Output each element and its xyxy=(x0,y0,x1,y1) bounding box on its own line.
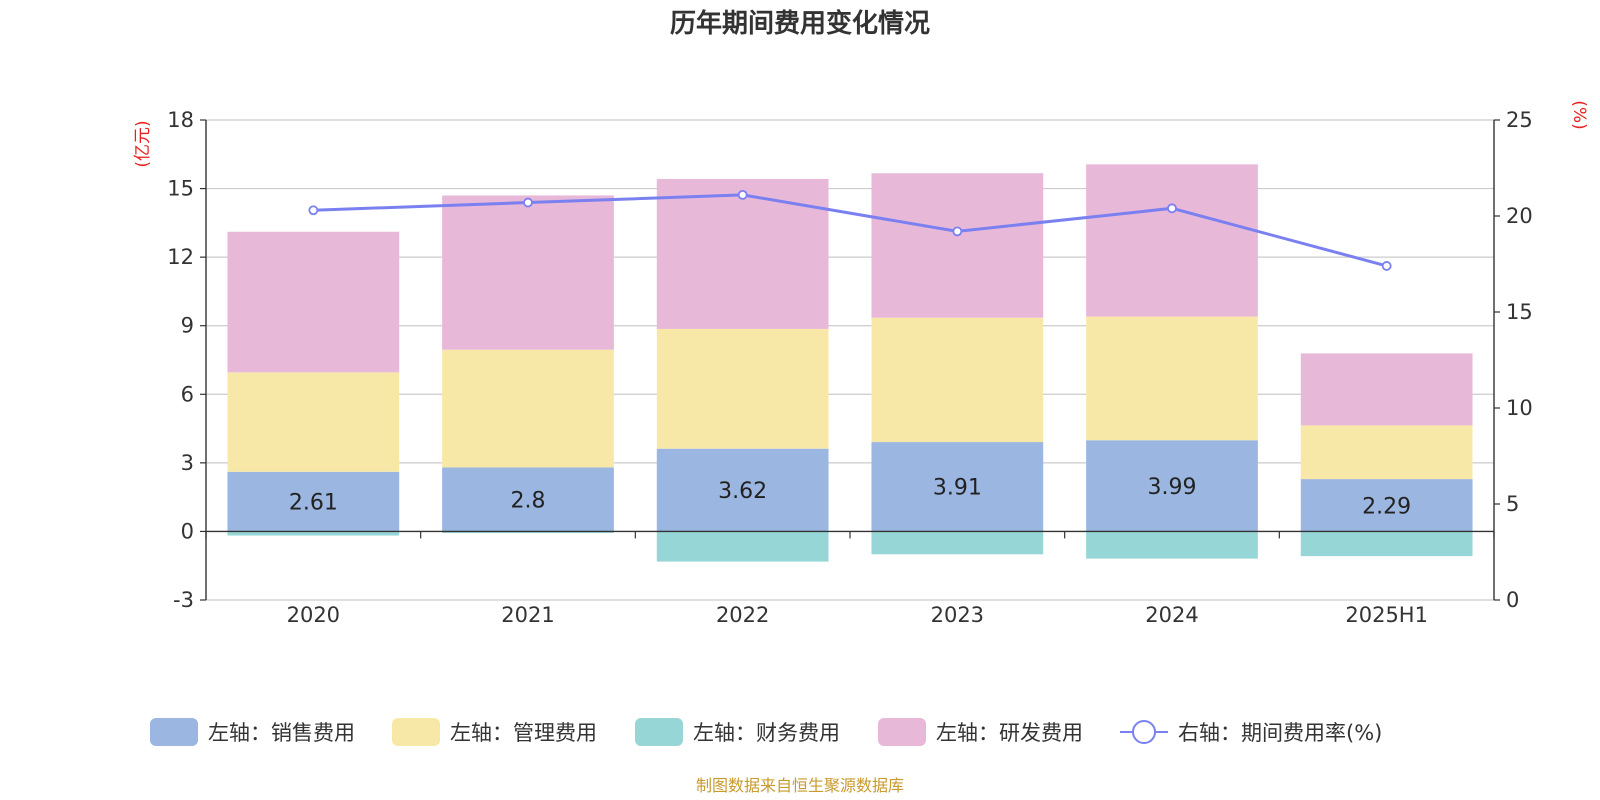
bar-cost-2 xyxy=(656,531,829,562)
bar-layer xyxy=(227,164,1473,562)
bar-cost-3 xyxy=(871,317,1044,443)
left-tick-label: 18 xyxy=(167,108,194,132)
left-tick-label: 9 xyxy=(181,314,194,338)
legend-swatch xyxy=(150,718,198,746)
bar-value-label: 2.8 xyxy=(511,488,546,513)
right-tick-label: 0 xyxy=(1506,588,1519,612)
grid-layer xyxy=(206,119,1494,601)
legend-label: 左轴：销售费用 xyxy=(208,721,355,745)
bar-cost-1 xyxy=(442,531,614,534)
category-label: 2021 xyxy=(501,603,554,627)
bar-cost-2 xyxy=(656,178,829,329)
bar-value-label: 2.61 xyxy=(289,491,338,516)
bar-cost-4 xyxy=(1086,316,1258,441)
legend-label: 左轴：研发费用 xyxy=(936,721,1083,745)
legend-swatch xyxy=(635,718,683,746)
bar-cost-1 xyxy=(442,195,614,350)
bar-cost-1 xyxy=(442,349,614,468)
line-point xyxy=(308,205,319,216)
bar-cost-4 xyxy=(1086,164,1258,317)
bar-cost-5 xyxy=(1300,353,1473,426)
bar-cost-5 xyxy=(1300,531,1473,557)
line-point xyxy=(1167,203,1177,214)
bar-cost-0 xyxy=(227,531,400,536)
left-tick-label: 6 xyxy=(181,382,194,406)
bar-cost-3 xyxy=(871,173,1044,318)
category-label: 2025H1 xyxy=(1345,603,1428,627)
legend-swatch xyxy=(1132,720,1156,744)
bar-value-label: 3.99 xyxy=(1148,475,1197,500)
category-label: 2022 xyxy=(716,603,769,627)
bar-cost-2 xyxy=(656,448,829,532)
right-tick-label: 20 xyxy=(1506,204,1533,228)
label-layer: 2.61 2.8 3.62 3.91 3.99 2.29 xyxy=(289,475,1411,519)
line-point xyxy=(1381,261,1392,271)
left-tick-label: 12 xyxy=(167,245,194,269)
right-tick-label: 15 xyxy=(1506,300,1533,324)
bar-cost-0 xyxy=(227,372,400,472)
bar-cost-2 xyxy=(656,328,829,449)
line-point xyxy=(737,189,748,200)
axis-layer: -3 0 3 6 9 12 15 18 0 5 10 15 20 25 2020 2021 2022 2023 20… xyxy=(167,108,1532,627)
left-axis-unit: (亿元) xyxy=(133,120,153,167)
left-tick-label: 15 xyxy=(167,177,194,201)
legend-swatch xyxy=(878,718,926,746)
bar-cost-0 xyxy=(227,471,400,532)
category-label: 2024 xyxy=(1145,603,1198,627)
right-tick-label: 10 xyxy=(1506,396,1533,420)
data-source: 制图数据来自恒生聚源数据库 xyxy=(696,776,904,795)
line-series xyxy=(313,193,1388,268)
line-point xyxy=(952,226,963,237)
category-label: 2020 xyxy=(287,603,340,627)
right-axis-unit: (%) xyxy=(1569,100,1589,129)
legend-label: 左轴：财务费用 xyxy=(693,721,840,745)
bar-cost-0 xyxy=(227,231,400,373)
legend-label: 右轴：期间费用率(%) xyxy=(1178,721,1382,745)
bar-cost-1 xyxy=(442,467,614,532)
bar-value-label: 3.91 xyxy=(933,476,982,501)
line-point xyxy=(523,197,533,208)
bar-value-label: 3.62 xyxy=(718,479,767,504)
left-tick-label: 0 xyxy=(181,519,194,543)
legend-label: 左轴：管理费用 xyxy=(450,721,597,745)
right-tick-label: 25 xyxy=(1506,108,1533,132)
bar-cost-3 xyxy=(871,531,1044,555)
bar-cost-5 xyxy=(1300,479,1473,532)
chart-title: 历年期间费用变化情况 xyxy=(670,8,930,39)
right-tick-label: 5 xyxy=(1506,492,1519,516)
bar-cost-5 xyxy=(1300,425,1473,480)
legend-swatch xyxy=(392,718,440,746)
bar-cost-4 xyxy=(1086,440,1258,532)
legend: 左轴：销售费用 左轴：管理费用 左轴：财务费用 左轴：研发费用 右轴：期间费用率(%) xyxy=(150,718,1382,746)
line-layer xyxy=(308,189,1392,271)
bar-cost-4 xyxy=(1086,531,1258,559)
category-label: 2023 xyxy=(931,603,984,627)
left-tick-label: -3 xyxy=(173,588,194,612)
left-tick-label: 3 xyxy=(181,451,194,475)
bar-value-label: 2.29 xyxy=(1362,494,1411,519)
bar-cost-3 xyxy=(871,442,1044,532)
